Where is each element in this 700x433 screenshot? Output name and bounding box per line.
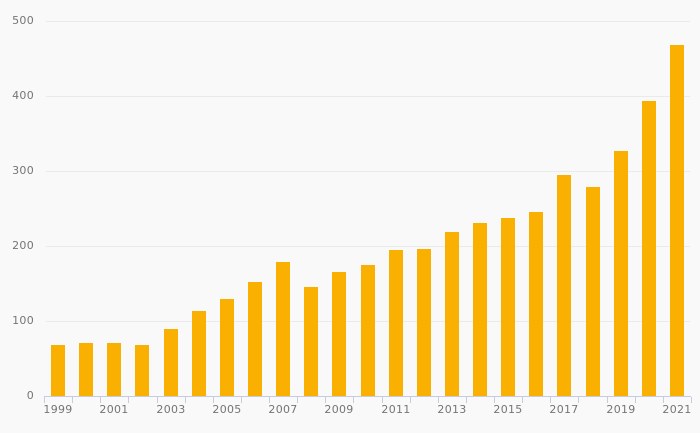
x-axis-tick	[663, 397, 664, 403]
bar-2001[interactable]	[107, 343, 121, 396]
x-axis-tick	[353, 397, 354, 403]
x-axis-tick	[410, 397, 411, 403]
bar-2006[interactable]	[248, 282, 262, 396]
bar-2011[interactable]	[389, 250, 403, 396]
bar-2003[interactable]	[164, 329, 178, 396]
bar-2002[interactable]	[135, 345, 149, 396]
x-axis-tick	[100, 397, 101, 403]
x-axis-label-2019: 2019	[606, 403, 636, 416]
x-axis-label-2021: 2021	[662, 403, 692, 416]
bar-2019[interactable]	[614, 151, 628, 396]
x-axis-label-2017: 2017	[549, 403, 579, 416]
y-axis-label-500: 500	[12, 14, 34, 27]
x-axis-tick	[578, 397, 579, 403]
x-axis-tick	[635, 397, 636, 403]
bar-2016[interactable]	[529, 212, 543, 396]
bar-2020[interactable]	[642, 101, 656, 396]
x-axis-tick	[128, 397, 129, 403]
bar-2021[interactable]	[670, 45, 684, 396]
y-axis-label-400: 400	[12, 89, 34, 102]
x-axis-tick	[550, 397, 551, 403]
x-axis-label-2011: 2011	[381, 403, 411, 416]
bar-2010[interactable]	[361, 265, 375, 396]
bar-2005[interactable]	[220, 299, 234, 396]
x-axis-tick	[325, 397, 326, 403]
x-axis-tick	[241, 397, 242, 403]
x-axis-label-2013: 2013	[437, 403, 467, 416]
gridline-y-500	[46, 21, 690, 22]
x-axis-tick	[185, 397, 186, 403]
x-axis-tick	[522, 397, 523, 403]
gridline-y-300	[46, 171, 690, 172]
bar-2009[interactable]	[332, 272, 346, 396]
gridline-y-200	[46, 246, 690, 247]
bar-2007[interactable]	[276, 262, 290, 396]
bar-2004[interactable]	[192, 311, 206, 396]
y-axis-label-0: 0	[26, 389, 34, 402]
x-axis-tick	[269, 397, 270, 403]
bar-2017[interactable]	[557, 175, 571, 396]
x-axis-label-2005: 2005	[212, 403, 242, 416]
x-axis-tick	[44, 397, 45, 403]
bar-2008[interactable]	[304, 287, 318, 396]
gridline-y-400	[46, 96, 690, 97]
x-axis-label-2015: 2015	[493, 403, 523, 416]
x-axis-tick	[494, 397, 495, 403]
x-axis-tick	[72, 397, 73, 403]
bar-2013[interactable]	[445, 232, 459, 396]
x-axis-line	[44, 396, 691, 397]
x-axis-label-2007: 2007	[268, 403, 298, 416]
bar-2012[interactable]	[417, 249, 431, 396]
x-axis-label-2009: 2009	[324, 403, 354, 416]
x-axis-tick	[157, 397, 158, 403]
y-axis-label-100: 100	[12, 314, 34, 327]
y-axis-label-200: 200	[12, 239, 34, 252]
bar-2014[interactable]	[473, 223, 487, 396]
x-axis-tick	[607, 397, 608, 403]
bar-2018[interactable]	[586, 187, 600, 396]
x-axis-label-2001: 2001	[99, 403, 129, 416]
x-axis-label-2003: 2003	[156, 403, 186, 416]
bar-2000[interactable]	[79, 343, 93, 396]
x-axis-tick	[382, 397, 383, 403]
x-axis-tick	[297, 397, 298, 403]
x-axis-tick	[213, 397, 214, 403]
x-axis-tick	[691, 397, 692, 403]
x-axis-tick	[438, 397, 439, 403]
x-axis-label-1999: 1999	[43, 403, 73, 416]
x-axis-tick	[466, 397, 467, 403]
bar-1999[interactable]	[51, 345, 65, 396]
bar-2015[interactable]	[501, 218, 515, 396]
y-axis-label-300: 300	[12, 164, 34, 177]
